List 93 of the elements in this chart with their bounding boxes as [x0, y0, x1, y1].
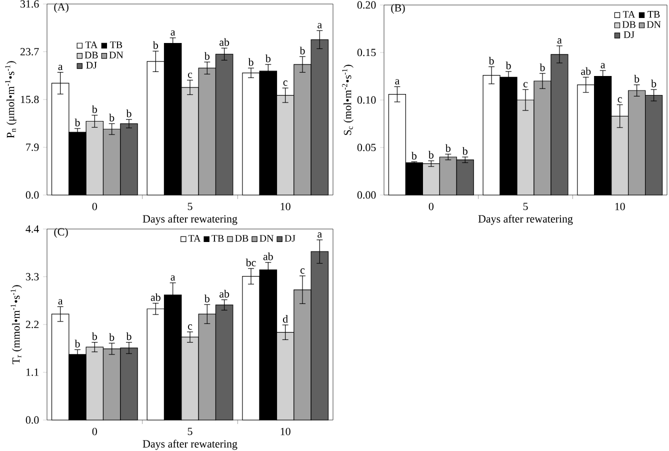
chart-title: (A): [54, 2, 68, 13]
data-label: b: [126, 110, 132, 118]
data-label: b: [300, 46, 305, 54]
data-label: b: [248, 58, 254, 66]
y-tick-label: 0.15: [357, 48, 376, 56]
data-label: c: [188, 324, 192, 330]
data-label: ab: [220, 38, 230, 46]
data-label: b: [506, 62, 511, 70]
x-tick-label: 10: [280, 428, 290, 436]
data-label: b: [411, 152, 417, 160]
data-label: a: [170, 275, 176, 281]
data-label: b: [74, 118, 80, 126]
data-label: a: [600, 63, 606, 68]
x-tick-label: 5: [523, 202, 528, 210]
data-label: b: [634, 74, 640, 83]
data-label: b: [126, 332, 132, 340]
data-label: c: [188, 72, 192, 78]
data-label: c: [283, 80, 288, 86]
data-label: a: [318, 23, 322, 28]
x-axis-title: Days after rewatering: [142, 440, 238, 450]
data-label: bc: [246, 258, 256, 266]
x-tick-label: 0: [92, 428, 97, 436]
x-tick-label: 0: [92, 202, 97, 210]
x-tick-label: 5: [188, 202, 192, 210]
legend-label: TA: [622, 11, 636, 18]
chart-title: (C): [54, 228, 68, 238]
data-label: b: [428, 150, 434, 159]
y-tick-label: 0.20: [357, 1, 376, 9]
data-label: a: [170, 30, 176, 36]
x-tick-label: 0: [428, 202, 434, 210]
x-tick-label: 10: [615, 202, 625, 210]
x-tick-label: 5: [188, 428, 192, 436]
data-label: ab: [150, 293, 160, 302]
y-tick-label: 0.10: [357, 96, 376, 104]
data-label: d: [282, 315, 288, 323]
data-label: b: [204, 52, 210, 60]
data-label: b: [265, 54, 270, 62]
legend-label: DN: [646, 21, 661, 28]
data-label: b: [488, 56, 494, 65]
legend-label: TB: [110, 42, 122, 48]
legend-label: TB: [212, 235, 224, 242]
y-tick-label: 2.2: [26, 320, 39, 328]
legend-label: DB: [622, 21, 636, 28]
y-tick-label: 0.0: [26, 191, 39, 199]
y-axis-title: S$_{c}$ (mol•m$^{-2}$•s$^{-1}$): [342, 64, 354, 135]
data-label: b: [92, 105, 97, 114]
legend-label: DJ: [284, 235, 296, 242]
data-label: a: [557, 38, 562, 44]
data-label: b: [74, 340, 80, 348]
legend-label: DJ: [624, 31, 634, 38]
chart-title: (B): [391, 4, 405, 14]
y-tick-label: 0.00: [357, 191, 376, 199]
y-tick-label: 0.05: [357, 144, 376, 152]
data-label: b: [109, 333, 114, 341]
y-tick-label: 7.9: [26, 144, 39, 151]
data-label: a: [58, 299, 63, 305]
y-tick-label: 4.4: [26, 225, 39, 233]
y-tick-label: 1.1: [26, 368, 38, 376]
y-axis-title: P$_{n}$ (μmol•m$^{-1}$•s$^{-1}$): [5, 61, 16, 138]
data-label: b: [109, 114, 114, 122]
data-label: ab: [581, 67, 591, 76]
data-label: b: [204, 294, 210, 302]
data-label: c: [618, 97, 622, 103]
legend-label: DJ: [86, 62, 97, 69]
data-label: c: [523, 82, 528, 88]
legend-label: DB: [235, 235, 248, 242]
data-label: b: [445, 144, 450, 152]
data-label: c: [300, 268, 305, 274]
legend-label: TA: [85, 42, 98, 48]
data-label: b: [462, 147, 468, 155]
legend-label: TB: [648, 11, 660, 18]
y-axis-title: T$_{r}$ (mmol•m$^{-1}$•s$^{-1}$): [10, 285, 22, 364]
data-label: a: [318, 232, 322, 238]
data-label: ab: [263, 252, 273, 260]
data-label: ab: [220, 290, 230, 298]
y-tick-label: 3.3: [26, 273, 39, 280]
data-label: a: [395, 79, 400, 85]
y-tick-label: 0.0: [26, 416, 39, 424]
x-axis-title: Days after rewatering: [142, 214, 238, 225]
data-label: b: [152, 41, 158, 49]
legend-label: TA: [188, 235, 201, 242]
y-tick-label: 15.8: [20, 96, 39, 104]
x-axis-title: Days after rewatering: [478, 214, 573, 225]
legend-label: DN: [109, 52, 124, 58]
data-label: b: [540, 64, 545, 72]
y-tick-label: 31.6: [20, 0, 39, 8]
data-label: a: [58, 64, 63, 70]
data-label: b: [651, 80, 656, 88]
legend-label: DN: [260, 235, 274, 242]
x-tick-label: 10: [280, 202, 290, 210]
y-tick-label: 23.7: [20, 48, 39, 56]
legend-label: DB: [84, 52, 98, 58]
data-label: b: [92, 332, 97, 340]
